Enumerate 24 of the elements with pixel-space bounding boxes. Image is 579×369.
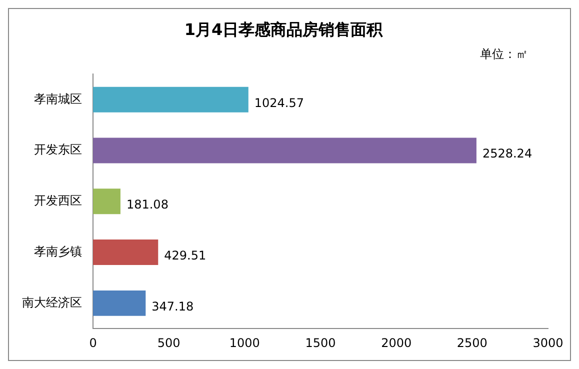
bar [93, 188, 120, 214]
bar [93, 240, 158, 265]
chart-title: 1月4日孝感商品房销售面积 [184, 20, 384, 39]
data-label: 181.08 [126, 198, 168, 212]
x-tick-label: 2000 [381, 336, 412, 350]
x-tick-label: 1500 [305, 336, 336, 350]
data-label: 347.18 [152, 299, 194, 314]
x-tick-label: 500 [157, 336, 180, 350]
y-tick-label: 开发东区 [34, 142, 82, 157]
x-tick-label: 1000 [229, 336, 260, 350]
x-tick-label: 0 [89, 336, 97, 350]
bar [93, 86, 248, 112]
data-label: 1024.57 [254, 96, 304, 110]
data-label: 429.51 [164, 248, 206, 262]
y-tick-label: 孝南城区 [34, 92, 82, 106]
x-tick-label: 2500 [456, 336, 488, 350]
x-tick-label: 3000 [532, 336, 564, 350]
data-label: 2528.24 [482, 146, 532, 161]
y-tick-label: 开发西区 [34, 194, 82, 208]
bar [93, 138, 476, 164]
bar [93, 290, 146, 316]
y-tick-label: 南大经济区 [22, 295, 82, 310]
y-tick-label: 孝南乡镇 [34, 244, 82, 258]
text: 单位：㎡ [480, 47, 528, 62]
